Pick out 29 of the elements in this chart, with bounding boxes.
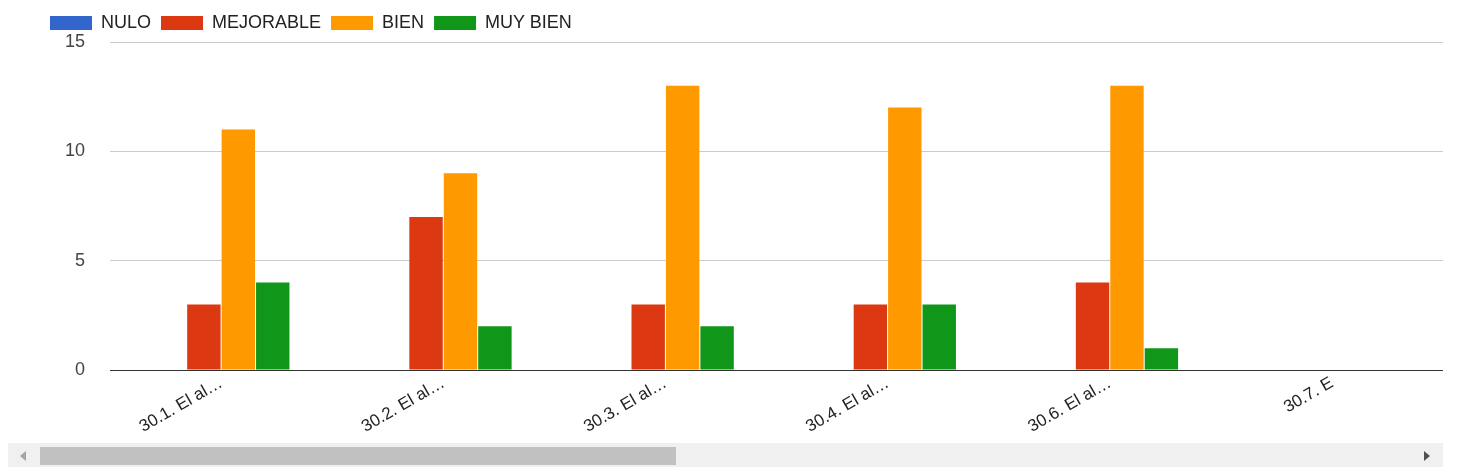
x-tick-label: 30.7. E — [1280, 372, 1337, 417]
y-tick-label: 15 — [64, 30, 86, 51]
x-tick-label: 30.1. El al… — [135, 372, 226, 436]
legend-label: MEJORABLE — [212, 11, 322, 32]
y-tick-label: 10 — [64, 140, 86, 161]
bar — [443, 173, 478, 370]
legend-label: NULO — [101, 11, 152, 32]
bar — [665, 85, 700, 370]
x-tick-label: 30.6. El al… — [1024, 372, 1115, 436]
bar — [187, 304, 221, 370]
bar — [1075, 282, 1110, 370]
bar — [700, 326, 734, 370]
y-tick-label: 5 — [75, 249, 86, 270]
bar — [853, 304, 888, 370]
bar — [922, 304, 956, 370]
bar — [1110, 85, 1144, 370]
x-tick-label: 30.4. El al… — [802, 372, 892, 436]
legend-label: MUY BIEN — [485, 11, 572, 32]
bar — [256, 282, 290, 370]
legend-label: BIEN — [382, 11, 425, 32]
x-tick-label: 30.3. El al… — [580, 372, 670, 436]
bar — [888, 107, 922, 370]
y-tick-label: 0 — [75, 359, 86, 379]
bar — [221, 129, 256, 370]
bar — [1144, 348, 1179, 370]
bar — [631, 304, 665, 370]
x-tick-label: 30.2. El al… — [357, 372, 448, 436]
bar — [478, 326, 512, 370]
bar — [409, 216, 443, 370]
